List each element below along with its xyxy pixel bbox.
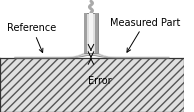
Bar	[95, 13, 98, 54]
Bar	[84, 13, 87, 54]
Bar	[0, 58, 184, 112]
Text: Error: Error	[88, 76, 112, 86]
Bar	[84, 13, 98, 54]
Text: Reference: Reference	[7, 23, 57, 53]
Polygon shape	[15, 52, 169, 58]
Text: Measured Part: Measured Part	[110, 17, 181, 53]
Bar	[89, 13, 93, 54]
Bar	[0, 58, 184, 112]
